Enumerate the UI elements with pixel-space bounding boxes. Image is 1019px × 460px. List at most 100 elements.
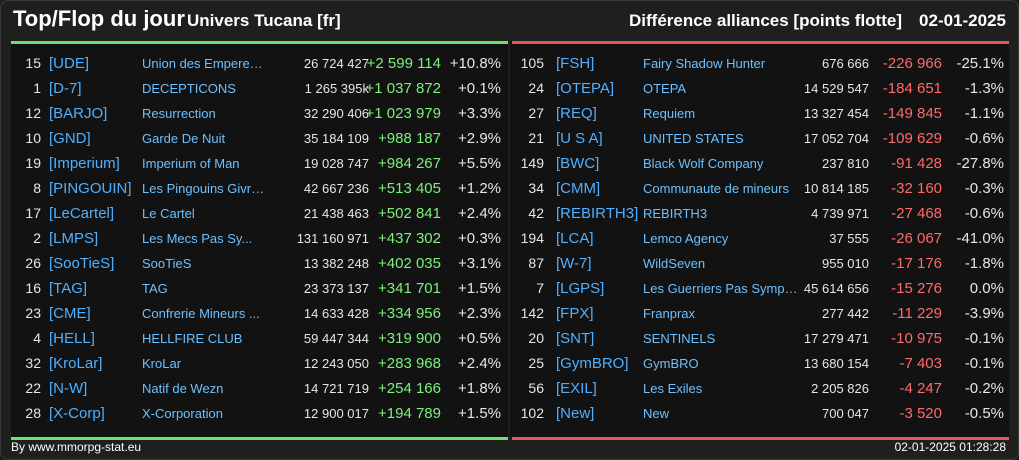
flop-points: 14 529 547 — [803, 81, 869, 96]
top-difference: +334 956 — [378, 305, 441, 322]
flop-rank: 142 — [520, 305, 544, 321]
top-alliance-name[interactable]: HELLFIRE CLUB — [142, 331, 243, 346]
flop-alliance-name[interactable]: Communaute de mineurs — [643, 181, 789, 196]
top-alliance-name[interactable]: Les Pingouins Givre... — [142, 181, 268, 196]
top-percent-change: +5.5% — [458, 155, 501, 172]
top-row: 16 [TAG] TAG 23 373 137 +341 701 +1.5% — [11, 276, 508, 301]
flop-rank: 194 — [520, 230, 544, 246]
top-percent-change: +1.5% — [458, 280, 501, 297]
flop-alliance-tag[interactable]: [GymBRO] — [556, 355, 629, 372]
top-row: 32 [KroLar] KroLar 12 243 050 +283 968 +2.4% — [11, 351, 508, 376]
flop-points: 13 680 154 — [803, 356, 869, 371]
top-alliance-name[interactable]: KroLar — [142, 356, 182, 371]
flop-alliance-tag[interactable]: [LGPS] — [556, 280, 605, 297]
top-percent-change: +2.4% — [458, 205, 501, 222]
top-alliance-tag[interactable]: [LMPS] — [49, 230, 99, 247]
flop-alliance-tag[interactable]: [EXIL] — [556, 380, 597, 397]
top-alliance-tag[interactable]: [SooTieS] — [49, 255, 115, 272]
flop-alliance-tag[interactable]: [FSH] — [556, 55, 595, 72]
flop-difference: -184 651 — [882, 80, 942, 97]
flop-alliance-name[interactable]: Franprax — [643, 306, 696, 321]
top-alliance-name[interactable]: Resurrection — [142, 106, 216, 121]
top-alliance-tag[interactable]: [Imperium] — [49, 155, 120, 172]
flop-alliance-name[interactable]: GymBRO — [643, 356, 699, 371]
site-credit[interactable]: By www.mmorpg-stat.eu — [11, 440, 142, 454]
flop-row: 20 [SNT] SENTINELS 17 279 471 -10 975 -0.1% — [512, 326, 1009, 351]
top-alliance-tag[interactable]: [TAG] — [49, 280, 88, 297]
top-percent-change: +0.1% — [458, 80, 501, 97]
top-alliance-tag[interactable]: [N-W] — [49, 380, 88, 397]
top-points: 14 721 719 — [303, 381, 369, 396]
top-alliance-tag[interactable]: [HELL] — [49, 330, 95, 347]
flop-alliance-name[interactable]: WildSeven — [643, 256, 706, 271]
top-alliance-tag[interactable]: [KroLar] — [49, 355, 103, 372]
flop-points: 700 047 — [822, 406, 869, 421]
top-alliance-name[interactable]: Le Cartel — [142, 206, 195, 221]
flop-alliance-tag[interactable]: [REQ] — [556, 105, 597, 122]
flop-alliance-name[interactable]: Requiem — [643, 106, 696, 121]
top-alliance-tag[interactable]: [CME] — [49, 305, 91, 322]
top-alliance-tag[interactable]: [PINGOUIN] — [49, 180, 132, 197]
top-row: 10 [GND] Garde De Nuit 35 184 109 +988 187 +2… — [11, 126, 508, 151]
top-alliance-name[interactable]: SooTieS — [142, 256, 192, 271]
flop-rank: 102 — [520, 405, 544, 421]
flop-rank: 7 — [536, 280, 544, 296]
flop-alliance-name[interactable]: OTEPA — [643, 81, 687, 96]
flop-alliance-name[interactable]: New — [643, 406, 670, 421]
top-alliance-tag[interactable]: [GND] — [49, 130, 91, 147]
top-alliance-name[interactable]: Imperium of Man — [142, 156, 240, 171]
flop-rank: 25 — [528, 355, 544, 371]
flop-alliance-name[interactable]: REBIRTH3 — [643, 206, 708, 221]
flop-difference: -27 468 — [891, 205, 942, 222]
top-rank: 1 — [33, 80, 41, 96]
top-points: 21 438 463 — [303, 206, 369, 221]
top-difference: +502 841 — [378, 205, 441, 222]
top-alliance-tag[interactable]: [BARJO] — [49, 105, 108, 122]
flop-row: 105 [FSH] Fairy Shadow Hunter 676 666 -226 9… — [512, 51, 1009, 76]
flop-alliance-name[interactable]: Black Wolf Company — [643, 156, 764, 171]
flop-alliance-tag[interactable]: [REBIRTH3] — [556, 205, 639, 222]
top-alliance-name[interactable]: Les Mecs Pas Sy... — [142, 231, 253, 246]
flop-difference: -149 845 — [882, 105, 942, 122]
flop-difference: -91 428 — [891, 155, 942, 172]
top-rank: 26 — [25, 255, 41, 271]
top-alliance-name[interactable]: DECEPTICONS — [142, 81, 236, 96]
flop-alliance-name[interactable]: Fairy Shadow Hunter — [643, 56, 766, 71]
flop-alliance-name[interactable]: Lemco Agency — [643, 231, 729, 246]
top-alliance-name[interactable]: X-Corporation — [142, 406, 223, 421]
top-rank: 23 — [25, 305, 41, 321]
top-alliance-tag[interactable]: [LeCartel] — [49, 205, 115, 222]
flop-alliance-tag[interactable]: [New] — [556, 405, 595, 422]
top-percent-change: +1.8% — [458, 380, 501, 397]
top-difference: +984 267 — [378, 155, 441, 172]
flop-row: 21 [U S A] UNITED STATES 17 052 704 -109 629… — [512, 126, 1009, 151]
top-losers-panel: 105 [FSH] Fairy Shadow Hunter 676 666 -226 9… — [512, 41, 1009, 440]
top-alliance-tag[interactable]: [X-Corp] — [49, 405, 105, 422]
top-alliance-name[interactable]: Garde De Nuit — [142, 131, 226, 146]
top-points: 12 900 017 — [303, 406, 369, 421]
top-points: 32 290 406 — [303, 106, 369, 121]
top-row: 17 [LeCartel] Le Cartel 21 438 463 +502 841 +… — [11, 201, 508, 226]
top-alliance-tag[interactable]: [UDE] — [49, 55, 90, 72]
flop-alliance-name[interactable]: UNITED STATES — [643, 131, 744, 146]
flop-alliance-tag[interactable]: [CMM] — [556, 180, 601, 197]
top-row: 12 [BARJO] Resurrection 32 290 406 +1 023 97… — [11, 101, 508, 126]
top-rank: 4 — [33, 330, 41, 346]
flop-alliance-name[interactable]: Les Exiles — [643, 381, 703, 396]
flop-alliance-tag[interactable]: [W-7] — [556, 255, 592, 272]
flop-alliance-name[interactable]: SENTINELS — [643, 331, 716, 346]
top-alliance-tag[interactable]: [D-7] — [49, 80, 82, 97]
top-alliance-name[interactable]: TAG — [142, 281, 168, 296]
top-alliance-name[interactable]: Union des Empereur... — [142, 56, 268, 71]
top-alliance-name[interactable]: Confrerie Mineurs ... — [142, 306, 260, 321]
flop-alliance-tag[interactable]: [FPX] — [556, 305, 594, 322]
top-difference: +1 037 872 — [365, 80, 442, 97]
flop-alliance-tag[interactable]: [U S A] — [556, 130, 603, 147]
flop-alliance-tag[interactable]: [SNT] — [556, 330, 595, 347]
flop-alliance-tag[interactable]: [BWC] — [556, 155, 600, 172]
top-points: 35 184 109 — [303, 131, 369, 146]
top-alliance-name[interactable]: Natif de Wezn — [142, 381, 224, 396]
flop-alliance-tag[interactable]: [LCA] — [556, 230, 594, 247]
flop-alliance-tag[interactable]: [OTEPA] — [556, 80, 615, 97]
flop-alliance-name[interactable]: Les Guerriers Pas Sympas — [643, 281, 798, 296]
